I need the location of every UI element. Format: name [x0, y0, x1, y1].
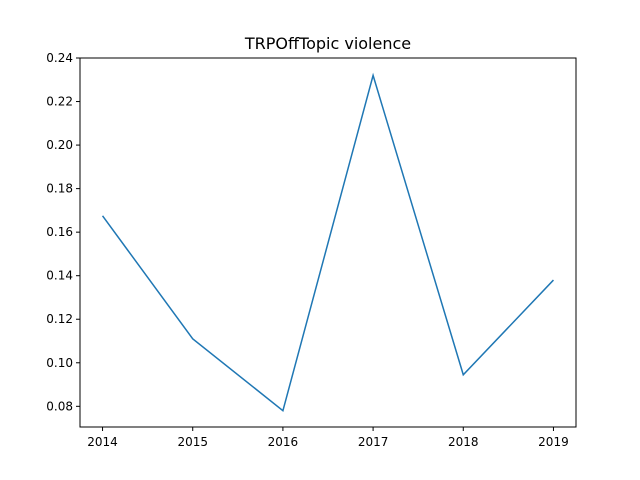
y-tick-label: 0.16: [46, 225, 73, 239]
series-layer: [101, 72, 554, 412]
x-tick-label: 2017: [358, 435, 389, 449]
y-tick-label: 0.18: [46, 182, 73, 196]
x-tick-label: 2015: [177, 435, 208, 449]
y-tick-label: 0.12: [46, 312, 73, 326]
y-tick-label: 0.14: [46, 269, 73, 283]
y-tick-label: 0.10: [46, 356, 73, 370]
x-tick-label: 2019: [538, 435, 569, 449]
x-tick-label: 2016: [268, 435, 299, 449]
y-tick-label: 0.22: [46, 95, 73, 109]
plot-area-frame: [79, 57, 577, 428]
x-axis: 2014 2015 2016 2017 2018 2019: [87, 427, 569, 449]
x-tick-label: 2014: [87, 435, 118, 449]
y-tick-label: 0.20: [46, 138, 73, 152]
chart-title: TRPOffTopic violence: [244, 34, 411, 53]
x-tick-label: 2018: [448, 435, 479, 449]
y-tick-label: 0.08: [46, 399, 73, 413]
y-axis: 0.08 0.10 0.12 0.14 0.16 0.18 0.20 0.22 0.24: [46, 51, 80, 413]
y-tick-label: 0.24: [46, 51, 73, 65]
series-line: [101, 72, 554, 412]
